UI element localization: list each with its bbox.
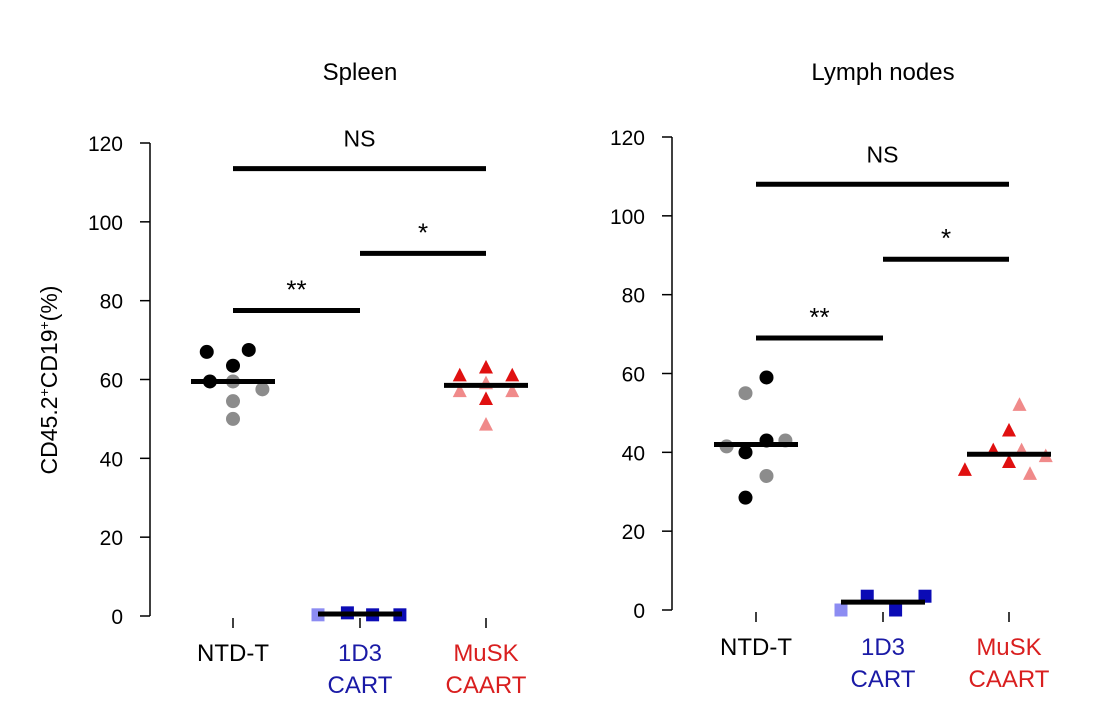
y-tick-label: 60 [622,364,645,387]
y-axis-label-superscript: + [36,321,52,329]
significance-label: ** [286,275,306,305]
spleen-panel: Spleen 0 20 40 60 80 100 120 NTD-T 1D3 CART MuSK CAA… [36,59,528,699]
data-point-triangle [479,417,493,431]
x-category-label: MuSK [976,634,1041,661]
data-point-square [834,603,848,617]
y-tick-label: 80 [100,291,123,314]
data-point-circle [226,358,240,373]
data-point-triangle [1023,466,1037,480]
y-tick-label: 40 [622,442,645,465]
x-category-label: NTD-T [720,634,792,661]
significance-label: * [941,223,951,253]
x-category-label: CART [328,672,393,699]
y-tick-label: 20 [100,527,123,550]
data-point-square [889,603,903,617]
data-point-triangle [505,367,520,382]
x-category-label: CART [851,666,916,693]
y-axis-label-part: (%) [36,286,62,322]
y-tick-label: 100 [610,206,645,229]
y-axis-label-part: CD19 [36,329,62,388]
y-tick-label: 0 [633,600,645,623]
data-point-triangle [479,359,493,374]
data-point-circle [226,394,240,409]
data-point-triangle [452,367,467,382]
y-tick-label: 60 [100,370,123,393]
y-tick-label: 80 [622,285,645,308]
data-point-triangle [505,383,520,398]
y-axis-label: CD45.2+CD19+(%) [36,286,62,475]
data-point-triangle [452,383,467,398]
y-tick-label: 120 [88,133,123,156]
data-point-triangle [1012,397,1027,411]
x-category-label: CAART [969,666,1050,693]
panel-title: Spleen [323,59,398,86]
significance-label: ** [809,302,829,332]
data-point-circle [738,490,753,505]
data-point-circle [759,468,774,483]
significance-label: NS [344,126,376,152]
data-point-triangle [1002,454,1016,469]
y-tick-label: 40 [100,448,123,471]
data-point-circle [738,445,753,460]
data-point-square [918,589,932,603]
significance-label: * [418,217,428,247]
y-tick-label: 0 [111,606,123,629]
y-axis-label-part: CD45.2 [36,396,62,474]
x-category-label: 1D3 [338,640,382,667]
data-point-circle [738,386,753,401]
data-point-circle [759,370,774,385]
data-point-triangle [479,391,493,406]
data-point-triangle [957,462,972,476]
x-category-label: MuSK [453,640,518,667]
y-tick-label: 120 [610,127,645,150]
data-point-circle [199,344,214,359]
data-point-triangle [1002,422,1016,437]
x-category-label: 1D3 [861,634,905,661]
x-category-label: CAART [446,672,527,699]
y-tick-label: 100 [88,212,123,235]
lymph-nodes-panel: Lymph nodes 0 20 40 60 80 100 120 NTD-T 1D3 CART Mu… [610,59,1053,693]
data-point-square [860,589,874,603]
x-category-label: NTD-T [197,640,269,667]
data-point-circle [226,411,240,426]
significance-label: NS [867,141,899,167]
data-point-circle [255,382,270,397]
data-point-circle [241,342,256,357]
y-tick-label: 20 [622,521,645,544]
y-axis-label-superscript: + [36,388,52,396]
panel-title: Lymph nodes [811,59,954,86]
